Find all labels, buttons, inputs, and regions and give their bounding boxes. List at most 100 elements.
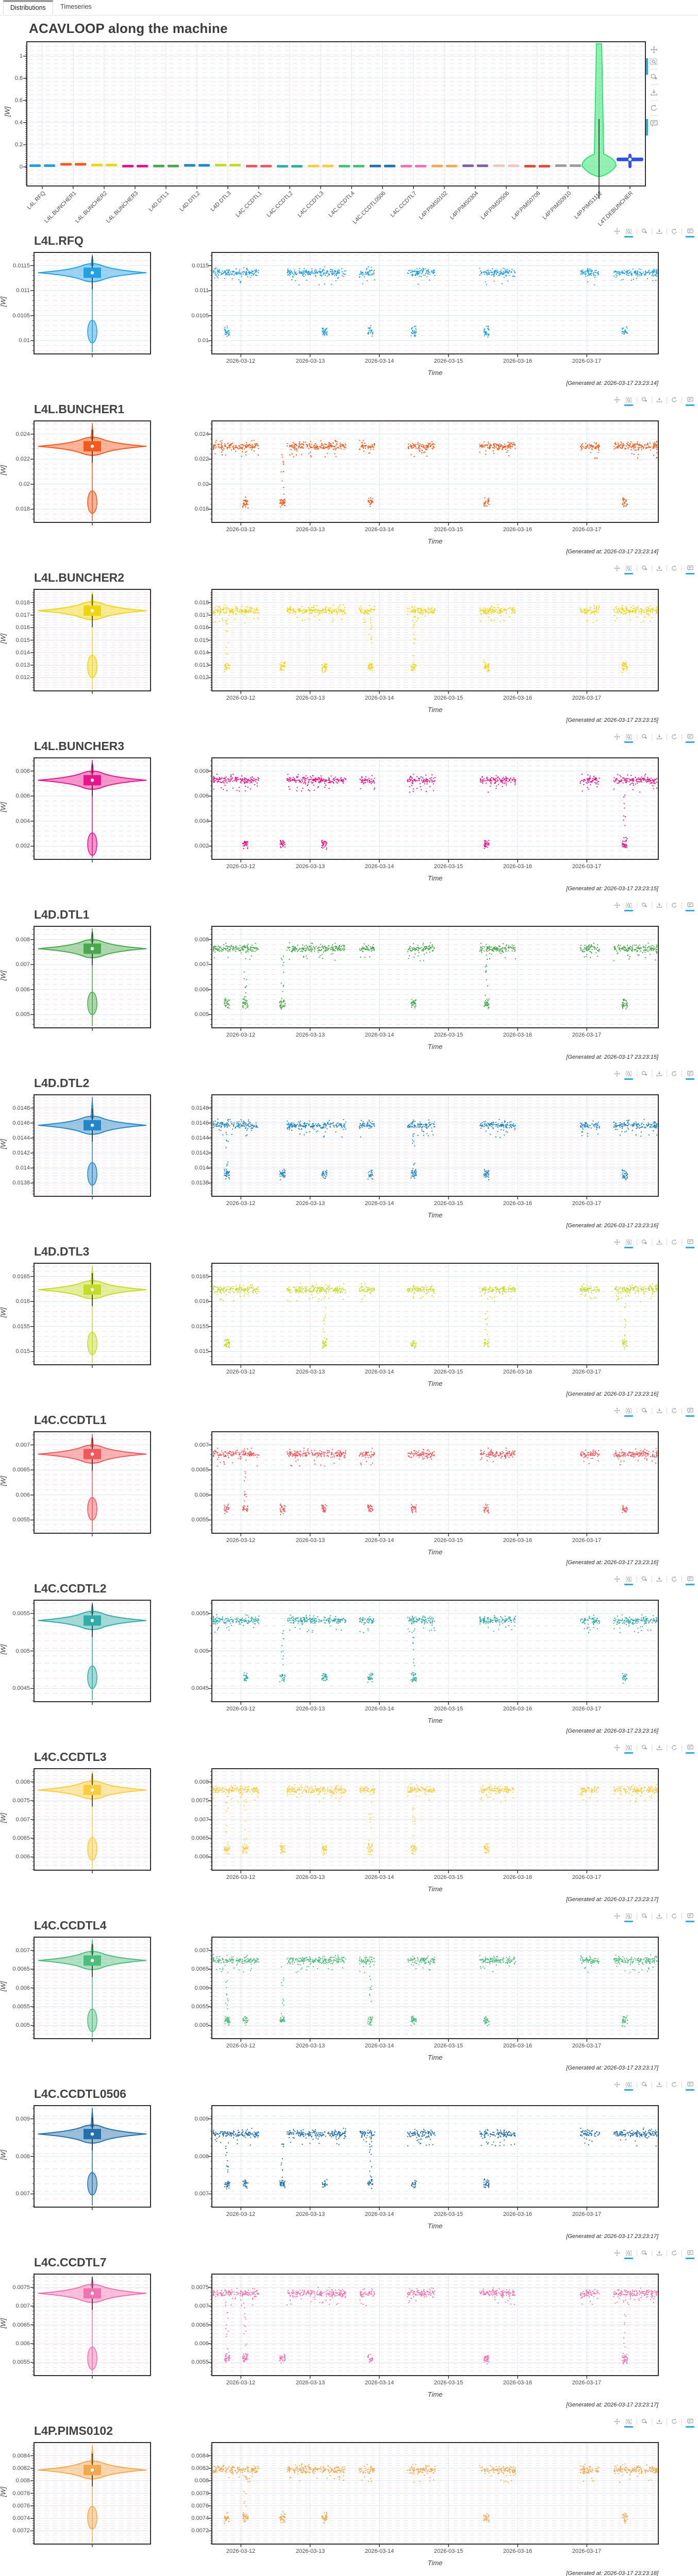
hover-icon[interactable] [650,119,658,128]
violin-plot[interactable] [30,1094,151,1199]
pan-icon[interactable] [613,2418,621,2425]
wheel-zoom-icon[interactable] [641,1407,648,1414]
violin-plot[interactable] [30,1263,151,1368]
pan-icon[interactable] [613,396,621,403]
reset-icon[interactable] [671,733,678,740]
violin-plot[interactable] [30,926,151,1031]
hover-icon[interactable] [686,1744,694,1754]
save-icon[interactable] [656,733,663,740]
save-icon[interactable] [656,902,663,909]
pan-icon[interactable] [613,1912,621,1920]
hover-icon[interactable] [686,565,694,574]
tab-timeseries[interactable]: Timeseries [54,0,98,14]
box-zoom-icon[interactable] [624,1070,633,1080]
violin-plot[interactable] [30,2442,151,2547]
save-icon[interactable] [656,1575,663,1583]
hover-icon[interactable] [686,1575,694,1585]
pan-icon[interactable] [613,902,621,909]
violin-plot[interactable] [30,1768,151,1873]
box-zoom-icon[interactable] [624,2249,633,2259]
box-zoom-icon[interactable] [624,902,633,911]
violin-plot[interactable] [30,2105,151,2210]
save-icon[interactable] [656,1407,663,1414]
box-zoom-icon[interactable] [624,1912,633,1922]
timeseries-plot[interactable] [208,2442,659,2547]
reset-icon[interactable] [650,104,658,112]
hover-icon[interactable] [686,902,694,911]
save-icon[interactable] [656,565,663,572]
reset-icon[interactable] [671,565,678,572]
timeseries-plot[interactable] [208,1263,659,1368]
timeseries-plot[interactable] [208,2274,659,2379]
box-zoom-icon[interactable] [624,396,633,406]
save-icon[interactable] [656,1744,663,1751]
wheel-zoom-icon[interactable] [641,2081,648,2088]
box-zoom-icon[interactable] [624,2081,633,2091]
wheel-zoom-icon[interactable] [641,2418,648,2425]
violin-plot[interactable] [30,1937,151,2042]
violin-plot[interactable] [30,1600,151,1705]
save-icon[interactable] [656,2081,663,2088]
hover-icon[interactable] [686,1912,694,1922]
reset-icon[interactable] [671,1407,678,1414]
pan-icon[interactable] [613,228,621,235]
overview-plot[interactable] [23,41,646,208]
pan-icon[interactable] [613,1070,621,1077]
wheel-zoom-icon[interactable] [641,733,648,740]
wheel-zoom-icon[interactable] [641,1912,648,1920]
timeseries-plot[interactable] [208,1937,659,2042]
timeseries-plot[interactable] [208,757,659,862]
box-zoom-icon[interactable] [624,565,633,574]
wheel-zoom-icon[interactable] [641,228,648,235]
wheel-zoom-icon[interactable] [641,1575,648,1583]
timeseries-plot[interactable] [208,926,659,1031]
hover-icon[interactable] [686,2418,694,2428]
violin-plot[interactable] [30,1431,151,1536]
violin-plot[interactable] [30,2274,151,2379]
box-zoom-icon[interactable] [650,57,658,66]
violin-plot[interactable] [30,757,151,862]
timeseries-plot[interactable] [208,1768,659,1873]
wheel-zoom-icon[interactable] [641,902,648,909]
hover-icon[interactable] [686,2081,694,2091]
wheel-zoom-icon[interactable] [641,1239,648,1246]
box-zoom-icon[interactable] [624,1744,633,1754]
hover-icon[interactable] [686,1070,694,1080]
reset-icon[interactable] [671,2249,678,2257]
pan-icon[interactable] [613,2081,621,2088]
hover-icon[interactable] [686,396,694,406]
hover-icon[interactable] [686,1239,694,1248]
pan-icon[interactable] [613,2249,621,2257]
box-zoom-icon[interactable] [624,733,633,743]
timeseries-plot[interactable] [208,589,659,694]
wheel-zoom-icon[interactable] [641,1070,648,1077]
reset-icon[interactable] [671,1070,678,1077]
reset-icon[interactable] [671,1239,678,1246]
timeseries-plot[interactable] [208,1600,659,1705]
reset-icon[interactable] [671,2418,678,2425]
pan-icon[interactable] [650,45,658,54]
pan-icon[interactable] [613,733,621,740]
reset-icon[interactable] [671,228,678,235]
box-zoom-icon[interactable] [624,2418,633,2428]
save-icon[interactable] [656,1912,663,1920]
save-icon[interactable] [650,88,658,97]
pan-icon[interactable] [613,1239,621,1246]
reset-icon[interactable] [671,1912,678,1920]
tab-distributions[interactable]: Distributions [3,0,53,14]
hover-icon[interactable] [686,1407,694,1417]
reset-icon[interactable] [671,1575,678,1583]
timeseries-plot[interactable] [208,1431,659,1536]
wheel-zoom-icon[interactable] [641,1744,648,1751]
timeseries-plot[interactable] [208,252,659,357]
box-zoom-icon[interactable] [624,228,633,238]
wheel-zoom-icon[interactable] [641,2249,648,2257]
wheel-zoom-icon[interactable] [650,73,658,81]
hover-icon[interactable] [686,228,694,238]
timeseries-plot[interactable] [208,2105,659,2210]
hover-icon[interactable] [686,2249,694,2259]
reset-icon[interactable] [671,2081,678,2088]
violin-plot[interactable] [30,420,151,526]
timeseries-plot[interactable] [208,420,659,526]
save-icon[interactable] [656,228,663,235]
